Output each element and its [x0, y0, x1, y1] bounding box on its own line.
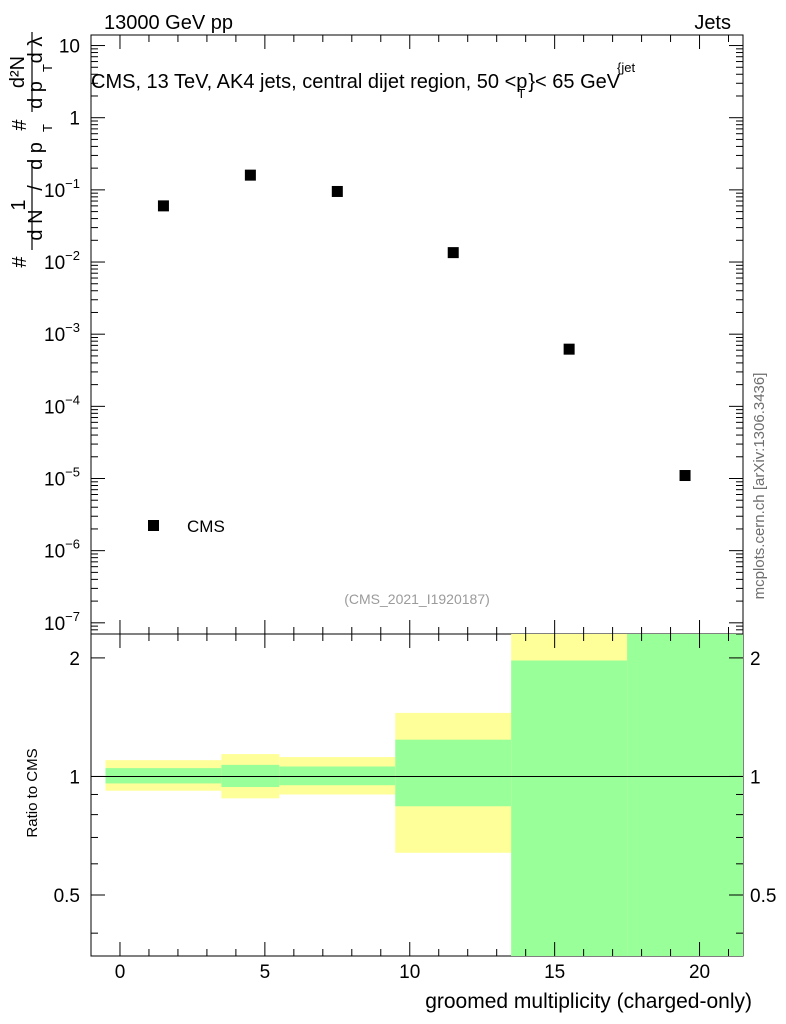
y-tick-label-upper: 10	[59, 37, 80, 58]
y-tick-label-upper: 10−3	[44, 320, 80, 346]
y-tick-label-exponent: −2	[65, 248, 80, 263]
header-left-label: 13000 GeV pp	[104, 12, 233, 34]
y-tick-label-upper: 1	[69, 109, 80, 130]
data-point-cms	[157, 200, 169, 212]
ratio-inner-band-2	[279, 766, 396, 786]
y-tick-label-base: 10	[44, 542, 65, 563]
x-tick-label: 10	[399, 962, 420, 983]
x-tick-label: 20	[689, 962, 710, 983]
y-tick-label-base: 10	[44, 325, 65, 346]
ratio-inner-band-3	[395, 739, 512, 807]
chart-title-subscript: T	[517, 86, 525, 101]
y-tick-label-upper: 10−4	[44, 392, 80, 418]
ratio-bands	[105, 634, 743, 956]
axis-ticks	[90, 35, 743, 956]
side-source-label: mcplots.cern.ch [arXiv:1306.3436]	[751, 373, 768, 600]
x-tick-label: 15	[544, 962, 565, 983]
y-tick-label-lower-right: 1	[750, 767, 761, 788]
y-label-hash-2: #	[9, 119, 31, 131]
x-tick-label: 0	[115, 962, 126, 983]
y-tick-label-base: 10	[59, 37, 80, 58]
chart-title-tail: }< 65 GeV	[528, 71, 620, 93]
y-tick-label-lower-right: 2	[750, 649, 761, 670]
y-label-dp: d p	[25, 142, 47, 170]
y-label-d2N: d²N	[7, 56, 29, 88]
data-point-cms	[679, 470, 691, 482]
y-tick-label-exponent: −7	[65, 609, 80, 624]
y-tick-label-upper: 10−1	[44, 176, 80, 202]
axis-tick-labels: 0 5 10 15 2010−710−610−510−410−310−210−11100…	[44, 37, 776, 983]
y-tick-label-upper: 10−5	[44, 465, 80, 491]
y-tick-label-base: 10	[44, 181, 65, 202]
y-tick-label-exponent: −6	[65, 537, 80, 552]
ratio-inner-band-5	[627, 634, 743, 956]
y-label-T-sub-2: T	[40, 64, 55, 72]
y-tick-label-base: 10	[44, 253, 65, 274]
legend-marker	[148, 520, 159, 531]
upper-y-axis-label: # 1 d N / d p T # d²N d p T d λ	[7, 32, 55, 268]
y-tick-label-exponent: −4	[65, 392, 80, 407]
y-label-dlambda: d λ	[25, 37, 47, 64]
y-label-hash-1: #	[9, 256, 31, 268]
y-label-one: 1	[8, 199, 30, 210]
y-tick-label-exponent: −5	[65, 465, 80, 480]
ratio-inner-band-4	[511, 660, 628, 956]
y-tick-label-exponent: −3	[65, 320, 80, 335]
y-tick-label-base: 1	[69, 109, 80, 130]
y-tick-label-base: 10	[44, 470, 65, 491]
y-tick-label-base: 10	[44, 397, 65, 418]
data-point-cms	[563, 343, 575, 355]
y-tick-label-lower-left: 2	[69, 649, 80, 670]
analysis-reference: (CMS_2021_I1920187)	[344, 591, 490, 607]
data-markers	[157, 169, 691, 482]
y-tick-label-lower-right: 0.5	[750, 886, 776, 907]
y-tick-label-lower-left: 0.5	[54, 886, 80, 907]
y-tick-label-base: 10	[44, 614, 65, 635]
upper-plot-frame	[90, 34, 744, 635]
y-label-T-sub-1: T	[40, 124, 55, 132]
header-right-label: Jets	[694, 12, 731, 34]
x-axis-label: groomed multiplicity (charged-only)	[425, 990, 752, 1013]
ratio-y-axis-label: Ratio to CMS	[24, 748, 41, 837]
y-tick-label-upper: 10−7	[44, 609, 80, 635]
y-label-dp-2: d p	[25, 81, 47, 109]
y-tick-label-upper: 10−6	[44, 537, 80, 563]
y-tick-label-lower-left: 1	[69, 767, 80, 788]
data-point-cms	[447, 247, 459, 259]
data-point-cms	[331, 185, 343, 197]
y-label-dN: d N	[25, 209, 47, 240]
chart-title-superscript: {jet	[617, 60, 635, 75]
x-tick-label: 5	[260, 962, 271, 983]
y-label-slash: /	[25, 185, 47, 191]
chart-title: CMS, 13 TeV, AK4 jets, central dijet reg…	[91, 71, 621, 101]
y-tick-label-upper: 10−2	[44, 248, 80, 274]
ratio-inner-band-0	[105, 768, 222, 784]
chart-title-main: CMS, 13 TeV, AK4 jets, central dijet reg…	[91, 71, 527, 93]
legend-entry-cms: CMS	[187, 517, 225, 536]
data-point-cms	[244, 169, 256, 181]
y-tick-label-exponent: −1	[65, 176, 80, 191]
